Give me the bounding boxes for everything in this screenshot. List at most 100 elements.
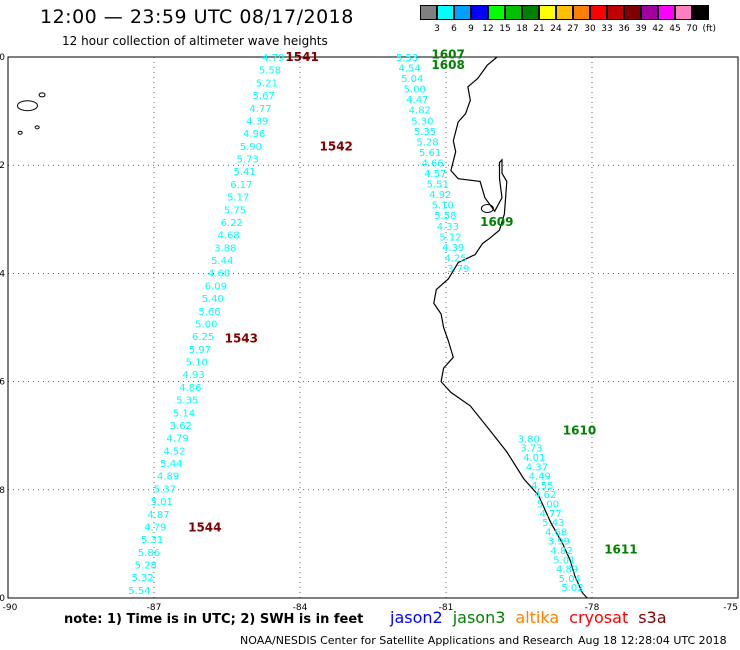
scale-label: 3: [434, 24, 440, 34]
wave-height-value: 4.79: [262, 53, 284, 64]
wave-height-value: 5.04: [401, 74, 423, 85]
island-galapagos: [17, 130, 23, 135]
wave-height-value: 4.39: [442, 243, 464, 254]
wave-height-value: 3.88: [214, 243, 236, 254]
wave-height-value: 4.39: [246, 116, 268, 127]
wave-height-value: 5.58: [259, 66, 281, 77]
scale-label: 9: [468, 24, 474, 34]
wave-height-value: 4.89: [157, 472, 179, 483]
wave-height-value: 4.52: [163, 446, 185, 457]
wave-height-value: 5.58: [434, 211, 456, 222]
island-puna: [480, 203, 494, 213]
pass-time-label: 1542: [320, 139, 353, 153]
wave-height-value: 4.93: [182, 370, 204, 381]
scale-swatch: [641, 5, 658, 20]
scale-swatch: [692, 5, 709, 20]
pass-time-label: 1608: [431, 58, 464, 72]
y-tick-label: -4: [0, 269, 5, 279]
wave-height-value: 6.22: [221, 218, 243, 229]
wave-height-value: 5.04: [559, 574, 581, 585]
island-galapagos: [38, 92, 46, 98]
wave-height-value: 4.89: [556, 565, 578, 576]
x-tick-label: -87: [147, 603, 162, 613]
wave-height-value: 4.92: [429, 190, 451, 201]
wave-height-value: 5.40: [202, 294, 224, 305]
wave-height-value: 4.82: [550, 546, 572, 557]
scale-swatch: [471, 5, 488, 20]
wave-height-value: 4.54: [398, 64, 420, 75]
timestamp: Aug 18 12:28:04 UTC 2018: [578, 634, 727, 647]
scale-label: 15: [499, 24, 511, 34]
pass-time-label: 1611: [604, 542, 637, 556]
island-galapagos: [16, 100, 38, 112]
satellite-jason3: jason3: [452, 608, 506, 627]
satellite-legend: jason2 jason3 altika cryosat s3a: [390, 608, 677, 627]
wave-height-value: 4.57: [424, 169, 446, 180]
x-tick-label: -75: [723, 603, 738, 613]
wave-height-value: 5.97: [189, 345, 211, 356]
wave-height-value: 4.47: [406, 95, 428, 106]
wave-height-value: 5.53: [396, 53, 418, 64]
wave-height-value: 5.00: [195, 319, 217, 330]
x-tick-label: -81: [439, 603, 454, 613]
wave-height-value: 4.68: [217, 231, 239, 242]
wave-height-value: 4.77: [539, 509, 561, 520]
pass-time-label: 1544: [188, 521, 221, 535]
wave-height-value: 4.62: [534, 490, 556, 501]
wave-height-value: 5.01: [553, 555, 575, 566]
scale-label: 42: [652, 24, 664, 34]
wave-height-value: 3.62: [170, 421, 192, 432]
pass-time-label: 1609: [480, 215, 513, 229]
page-title: 12:00 — 23:59 UTC 08/17/2018: [40, 6, 354, 28]
wave-height-value: 5.66: [198, 307, 220, 318]
scale-swatch: [590, 5, 607, 20]
scale-label: 39: [635, 24, 647, 34]
scale-swatch: [675, 5, 692, 20]
wave-height-value: 5.14: [173, 408, 195, 419]
scale-swatch: [573, 5, 590, 20]
x-tick-label: -84: [293, 603, 308, 613]
wave-height-value: 5.44: [160, 459, 182, 470]
wave-height-value: 4.33: [437, 222, 459, 233]
wave-height-value: 5.51: [427, 180, 449, 191]
wave-height-value: 5.00: [404, 85, 426, 96]
wave-height-value: 5.41: [233, 167, 255, 178]
wave-height-value: 5.00: [537, 500, 559, 511]
wave-height-value: 3.79: [447, 264, 469, 275]
scale-swatch: [539, 5, 556, 20]
page-subtitle: 12 hour collection of altimeter wave hei…: [62, 34, 328, 48]
scale-swatch: [624, 5, 641, 20]
pass-time-label: 1543: [225, 331, 258, 345]
wave-height-value: 4.86: [179, 383, 201, 394]
island-galapagos: [34, 125, 40, 130]
y-tick-label: -8: [0, 486, 5, 496]
wave-height-value: 6.09: [205, 281, 227, 292]
wave-height-value: 5.35: [414, 127, 436, 138]
y-tick-label: 0: [0, 53, 5, 63]
scale-label: 45: [669, 24, 681, 34]
y-tick-label: -10: [0, 594, 5, 604]
wave-height-value: 5.86: [138, 548, 160, 559]
pass-time-label: 1541: [285, 50, 318, 64]
pass-time-label: 1607: [431, 47, 464, 61]
wave-height-value: 5.28: [135, 561, 157, 572]
wave-height-value: 3.99: [548, 537, 570, 548]
wave-height-value: 5.30: [411, 116, 433, 127]
wave-height-value: 5.12: [439, 232, 461, 243]
scale-label: 6: [451, 24, 457, 34]
satellite-s3a: s3a: [638, 608, 667, 627]
wave-height-value: 5.73: [237, 155, 259, 166]
scale-swatch: [607, 5, 624, 20]
wave-height-value: 4.66: [421, 159, 443, 170]
scale-label: 12: [482, 24, 494, 34]
wave-height-value: 4.60: [208, 269, 230, 280]
wave-height-value: 5.31: [141, 535, 163, 546]
scale-swatch: [556, 5, 573, 20]
scale-label: 30: [584, 24, 596, 34]
wave-height-value: 5.75: [224, 205, 246, 216]
scale-label: 27: [567, 24, 579, 34]
wave-height-value: 4.79: [166, 434, 188, 445]
scale-swatch: [658, 5, 675, 20]
scale-label: 18: [516, 24, 528, 34]
